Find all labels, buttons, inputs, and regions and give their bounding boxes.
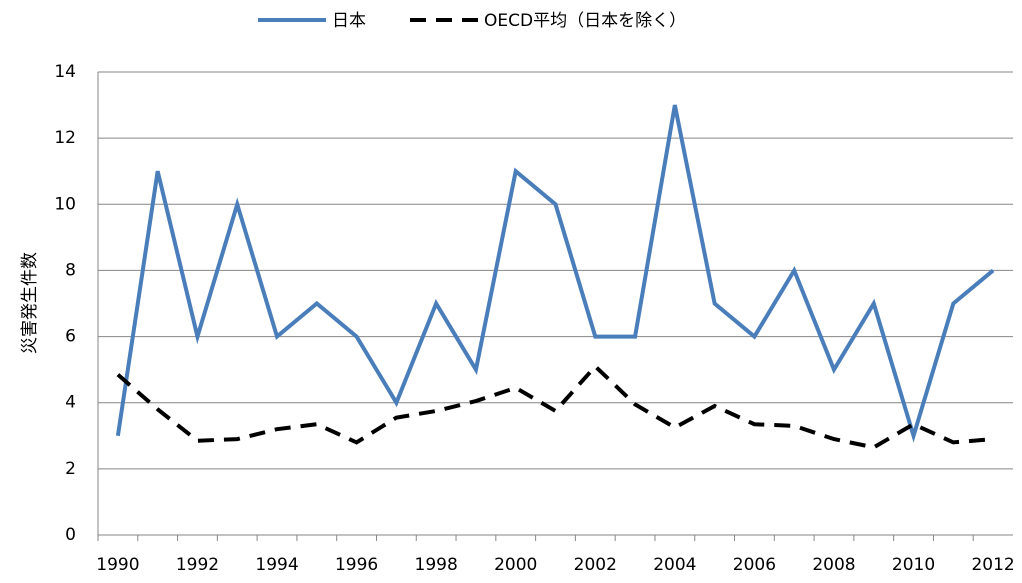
- legend-label: 日本: [332, 11, 366, 31]
- series-line: [115, 104, 995, 443]
- legend-label: OECD平均（日本を除く）: [484, 11, 686, 31]
- x-tick-label: 1994: [255, 555, 298, 575]
- y-tick-label: 6: [65, 327, 76, 347]
- x-tick-label: 2012: [971, 555, 1014, 575]
- x-tick-label: 2004: [653, 555, 696, 575]
- x-tick-label: 1992: [176, 555, 219, 575]
- x-tick-label: 1990: [96, 555, 139, 575]
- x-tick-label: 2010: [892, 555, 935, 575]
- x-tick-label: 1996: [335, 555, 378, 575]
- y-tick-label: 14: [54, 62, 76, 82]
- y-tick-label: 0: [65, 525, 76, 545]
- y-tick-label: 8: [65, 260, 76, 280]
- x-tick-label: 2002: [574, 555, 617, 575]
- y-tick-label: 2: [65, 459, 76, 479]
- x-tick-label: 1998: [415, 555, 458, 575]
- y-tick-label: 12: [54, 128, 76, 148]
- x-tick-label: 2008: [812, 555, 855, 575]
- y-tick-label: 4: [65, 393, 76, 413]
- x-tick-label: 2000: [494, 555, 537, 575]
- x-tick-label: 2006: [733, 555, 776, 575]
- y-axis-label: 災害発生件数: [20, 252, 40, 354]
- y-tick-label: 10: [54, 194, 76, 214]
- series-line: [116, 363, 994, 450]
